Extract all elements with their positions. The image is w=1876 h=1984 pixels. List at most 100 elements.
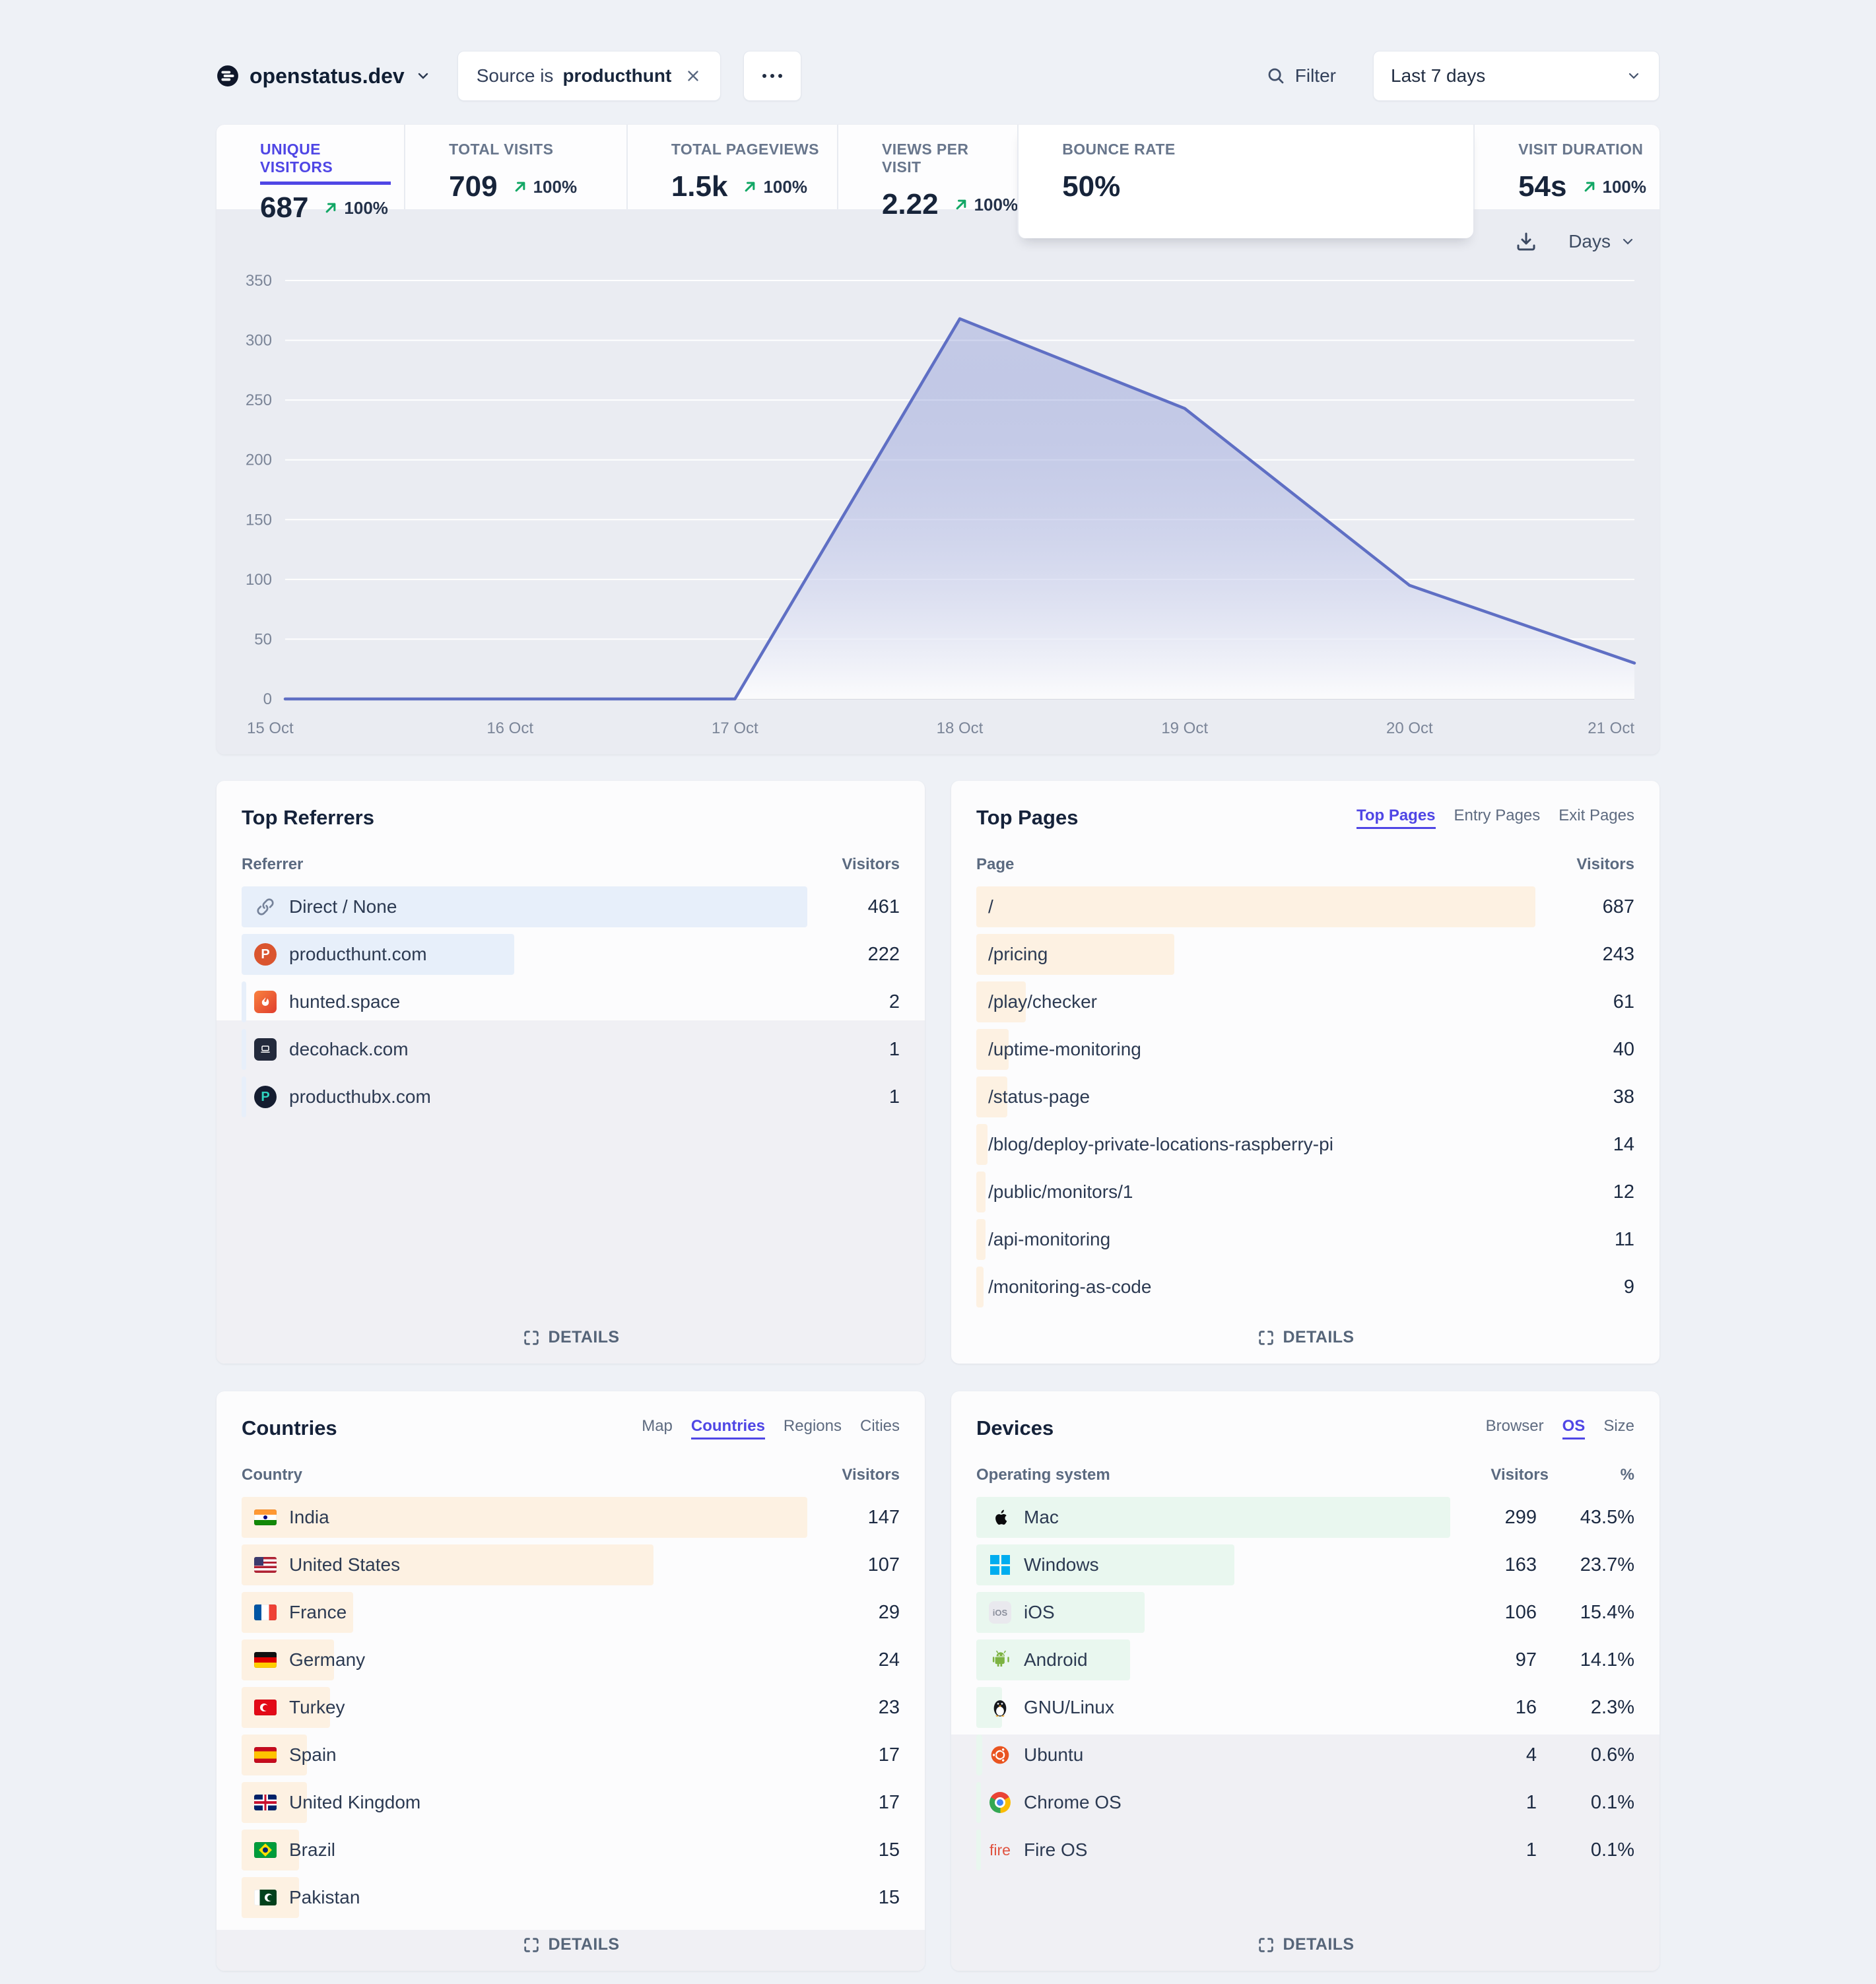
referrer-label[interactable]: Direct / None <box>289 896 397 917</box>
referrer-label[interactable]: producthubx.com <box>289 1086 431 1107</box>
tab[interactable]: Map <box>642 1417 673 1435</box>
download-icon[interactable] <box>1514 230 1538 253</box>
referrer-row[interactable]: Direct / None 461 <box>242 886 900 927</box>
country-row[interactable]: France 29 <box>242 1592 900 1633</box>
referrer-row[interactable]: decohack.com 1 <box>242 1029 900 1070</box>
page-row[interactable]: /blog/deploy-private-locations-raspberry… <box>976 1124 1634 1165</box>
os-row[interactable]: Windows 163 23.7% <box>976 1544 1634 1585</box>
page-label[interactable]: /uptime-monitoring <box>988 1039 1141 1059</box>
referrer-row[interactable]: P producthunt.com 222 <box>242 934 900 975</box>
site-name[interactable]: openstatus.dev <box>250 63 405 88</box>
country-row[interactable]: Pakistan 15 <box>242 1877 900 1918</box>
country-row[interactable]: Brazil 15 <box>242 1830 900 1870</box>
page-label[interactable]: /public/monitors/1 <box>988 1181 1133 1202</box>
page-row[interactable]: /public/monitors/1 12 <box>976 1172 1634 1212</box>
page-label[interactable]: / <box>988 896 993 917</box>
details-button[interactable]: DETAILS <box>951 1934 1659 1955</box>
stat-tile[interactable]: VISIT DURATION 54s 100% <box>1473 125 1659 209</box>
page-row[interactable]: /play/checker 61 <box>976 981 1634 1022</box>
page-row[interactable]: / 687 <box>976 886 1634 927</box>
stat-label[interactable]: TOTAL PAGEVIEWS <box>671 141 819 158</box>
page-row[interactable]: /status-page 38 <box>976 1076 1634 1117</box>
os-label[interactable]: Android <box>1024 1649 1088 1670</box>
page-row[interactable]: /api-monitoring 11 <box>976 1219 1634 1260</box>
tab[interactable]: Entry Pages <box>1454 807 1541 824</box>
country-row[interactable]: United Kingdom 17 <box>242 1782 900 1823</box>
country-row[interactable]: India 147 <box>242 1497 900 1538</box>
page-row[interactable]: /pricing 243 <box>976 934 1634 975</box>
os-label[interactable]: Chrome OS <box>1024 1792 1122 1812</box>
tab[interactable]: Countries <box>690 1417 765 1439</box>
stat-tile[interactable]: VIEWS PER VISIT 2.22 100% <box>836 125 1018 220</box>
page-label[interactable]: /status-page <box>988 1086 1090 1107</box>
country-label[interactable]: Turkey <box>289 1697 345 1717</box>
interval-select[interactable]: Days <box>1568 231 1636 252</box>
page-label[interactable]: /api-monitoring <box>988 1229 1111 1249</box>
os-row[interactable]: Chrome OS 1 0.1% <box>976 1782 1634 1823</box>
visitors-chart[interactable]: 0 50 100 150 200 250 300 350 15 Oct 16 Oct 17 Oct 1… <box>236 262 1638 754</box>
filter-chip[interactable]: Source is producthunt <box>457 51 721 101</box>
country-label[interactable]: United States <box>289 1554 401 1575</box>
tab[interactable]: Size <box>1603 1417 1634 1435</box>
os-row[interactable]: fire Fire OS 1 0.1% <box>976 1830 1634 1870</box>
country-label[interactable]: Brazil <box>289 1839 336 1860</box>
os-label[interactable]: Fire OS <box>1024 1839 1088 1860</box>
tab[interactable]: Exit Pages <box>1558 807 1634 824</box>
country-row[interactable]: United States 107 <box>242 1544 900 1585</box>
os-row[interactable]: iOS iOS 106 15.4% <box>976 1592 1634 1633</box>
page-row[interactable]: /monitoring-as-code 9 <box>976 1267 1634 1307</box>
details-button[interactable]: DETAILS <box>217 1327 925 1348</box>
os-label[interactable]: Ubuntu <box>1024 1744 1084 1765</box>
tab[interactable]: Browser <box>1485 1417 1544 1435</box>
filter-button[interactable]: Filter <box>1266 65 1336 86</box>
country-label[interactable]: Germany <box>289 1649 366 1670</box>
os-label[interactable]: Windows <box>1024 1554 1099 1575</box>
tab[interactable]: Regions <box>783 1417 842 1435</box>
country-label[interactable]: Spain <box>289 1744 337 1765</box>
os-label[interactable]: Mac <box>1024 1507 1059 1527</box>
page-label[interactable]: /play/checker <box>988 991 1097 1012</box>
referrer-row[interactable]: hunted.space 2 <box>242 981 900 1022</box>
date-range-select[interactable]: Last 7 days <box>1373 51 1659 101</box>
referrer-label[interactable]: decohack.com <box>289 1039 409 1059</box>
visitors-value: 163 <box>1504 1554 1537 1575</box>
stat-tile[interactable]: UNIQUE VISITORS 687 100% <box>217 125 404 224</box>
page-label[interactable]: /pricing <box>988 944 1048 964</box>
site-switcher[interactable]: openstatus.dev <box>217 64 431 88</box>
os-label[interactable]: iOS <box>1024 1602 1055 1622</box>
os-row[interactable]: Mac 299 43.5% <box>976 1497 1634 1538</box>
country-row[interactable]: Spain 17 <box>242 1735 900 1775</box>
country-label[interactable]: Pakistan <box>289 1887 360 1907</box>
country-label[interactable]: United Kingdom <box>289 1792 421 1812</box>
page-row[interactable]: /uptime-monitoring 40 <box>976 1029 1634 1070</box>
stat-label[interactable]: VIEWS PER VISIT <box>881 141 969 176</box>
tab[interactable]: Top Pages <box>1356 807 1436 829</box>
country-label[interactable]: India <box>289 1507 329 1527</box>
stat-label[interactable]: BOUNCE RATE <box>1062 141 1176 158</box>
os-row[interactable]: GNU/Linux 16 2.3% <box>976 1687 1634 1728</box>
stat-tile[interactable]: BOUNCE RATE 50% <box>1017 125 1474 238</box>
referrer-row[interactable]: P producthubx.com 1 <box>242 1076 900 1117</box>
visitors-chart-container[interactable]: 0 50 100 150 200 250 300 350 15 Oct 16 Oct 17 Oct 1… <box>236 262 1640 754</box>
referrer-label[interactable]: producthunt.com <box>289 944 427 964</box>
tab[interactable]: OS <box>1562 1417 1586 1439</box>
country-row[interactable]: Germany 24 <box>242 1639 900 1680</box>
stat-label[interactable]: UNIQUE VISITORS <box>260 141 391 185</box>
referrer-label[interactable]: hunted.space <box>289 991 401 1012</box>
os-label[interactable]: GNU/Linux <box>1024 1697 1114 1717</box>
os-row[interactable]: Android 97 14.1% <box>976 1639 1634 1680</box>
details-button[interactable]: DETAILS <box>217 1934 925 1955</box>
tab[interactable]: Cities <box>859 1417 900 1435</box>
more-filters-button[interactable] <box>743 51 802 101</box>
stat-tile[interactable]: TOTAL PAGEVIEWS 1.5k 100% <box>626 125 837 209</box>
country-row[interactable]: Turkey 23 <box>242 1687 900 1728</box>
page-label[interactable]: /blog/deploy-private-locations-raspberry… <box>988 1134 1333 1154</box>
stat-label[interactable]: VISIT DURATION <box>1518 141 1644 158</box>
country-label[interactable]: France <box>289 1602 347 1622</box>
os-row[interactable]: Ubuntu 4 0.6% <box>976 1735 1634 1775</box>
stat-tile[interactable]: TOTAL VISITS 709 100% <box>404 125 626 209</box>
details-button[interactable]: DETAILS <box>951 1327 1659 1348</box>
page-label[interactable]: /monitoring-as-code <box>988 1276 1152 1297</box>
remove-filter-icon[interactable] <box>685 67 702 84</box>
stat-label[interactable]: TOTAL VISITS <box>449 141 554 158</box>
